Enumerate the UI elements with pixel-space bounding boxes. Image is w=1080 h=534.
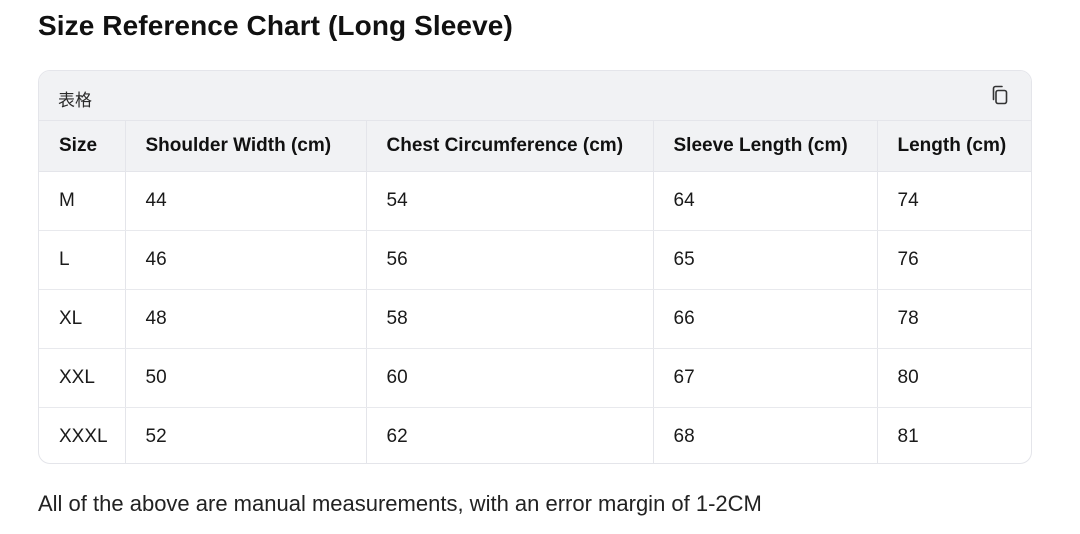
- table-row: M 44 54 64 74: [39, 171, 1031, 231]
- header-shoulder-width: Shoulder Width (cm): [125, 121, 367, 172]
- cell-sleeve-length: 64: [653, 171, 878, 231]
- measurement-note: All of the above are manual measurements…: [38, 491, 762, 516]
- cell-size: M: [39, 171, 126, 231]
- table-row: XXL 50 60 67 80: [39, 348, 1031, 408]
- table-card-header: 表格: [39, 71, 1031, 121]
- table-header-row: Size Shoulder Width (cm) Chest Circumfer…: [39, 121, 1031, 172]
- cell-size: XXL: [39, 348, 126, 408]
- cell-chest-circumference: 62: [366, 407, 654, 463]
- cell-chest-circumference: 54: [366, 171, 654, 231]
- cell-chest-circumference: 58: [366, 289, 654, 349]
- cell-chest-circumference: 56: [366, 230, 654, 290]
- size-table-card: 表格 Size Shoulder Width (cm) Chest Circum…: [38, 70, 1032, 464]
- cell-chest-circumference: 60: [366, 348, 654, 408]
- header-length: Length (cm): [877, 121, 1031, 172]
- cell-shoulder-width: 46: [125, 230, 367, 290]
- table-row: XXXL 52 62 68 81: [39, 407, 1031, 463]
- cell-shoulder-width: 52: [125, 407, 367, 463]
- size-table: Size Shoulder Width (cm) Chest Circumfer…: [39, 121, 1031, 463]
- copy-icon[interactable]: [989, 84, 1011, 106]
- cell-shoulder-width: 48: [125, 289, 367, 349]
- header-size: Size: [39, 121, 126, 172]
- cell-sleeve-length: 66: [653, 289, 878, 349]
- page-title: Size Reference Chart (Long Sleeve): [38, 10, 513, 41]
- cell-sleeve-length: 67: [653, 348, 878, 408]
- table-card-label: 表格: [58, 91, 92, 111]
- cell-size: XXXL: [39, 407, 126, 463]
- cell-length: 78: [877, 289, 1031, 349]
- cell-length: 76: [877, 230, 1031, 290]
- cell-length: 81: [897, 425, 919, 447]
- cell-size: XL: [39, 289, 126, 349]
- table-row: L 46 56 65 76: [39, 230, 1031, 290]
- header-chest-circumference: Chest Circumference (cm): [366, 121, 654, 172]
- cell-sleeve-length: 65: [653, 230, 878, 290]
- header-sleeve-length: Sleeve Length (cm): [653, 121, 878, 172]
- cell-length: 74: [877, 171, 1031, 231]
- cell-shoulder-width: 44: [125, 171, 367, 231]
- cell-length: 80: [877, 348, 1031, 408]
- cell-shoulder-width: 50: [125, 348, 367, 408]
- cell-sleeve-length: 68: [653, 407, 878, 463]
- table-row: XL 48 58 66 78: [39, 289, 1031, 349]
- cell-size: L: [39, 230, 126, 290]
